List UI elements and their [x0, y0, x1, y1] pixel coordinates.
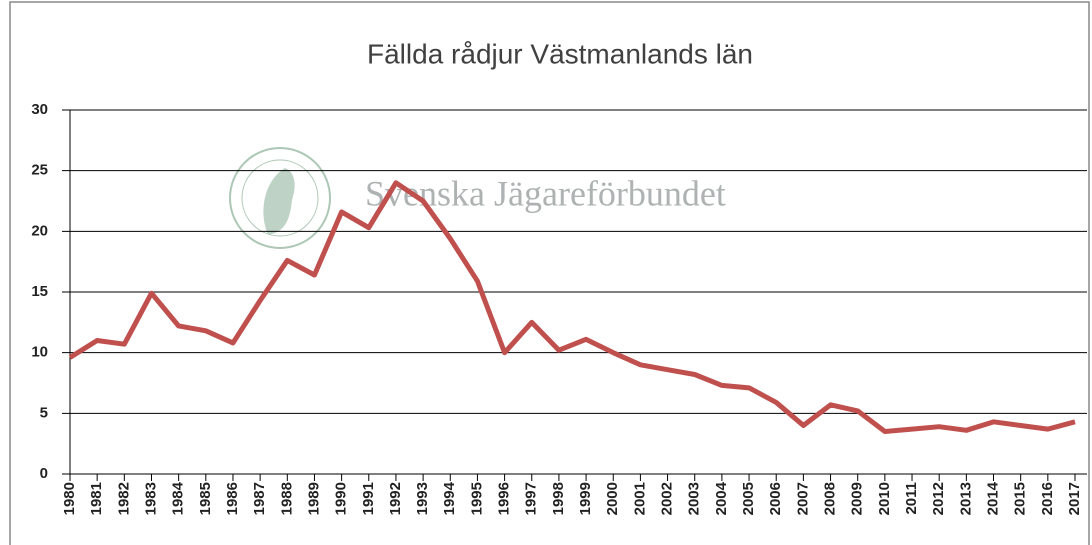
x-tick-label: 1983: [142, 482, 159, 515]
chart-frame: [9, 1, 1090, 545]
x-tick-label: 1997: [523, 482, 540, 515]
x-tick-label: 1987: [251, 482, 268, 515]
y-tick-label: 10: [31, 344, 48, 361]
x-tick-label: 2007: [794, 482, 811, 515]
y-tick-label: 20: [31, 222, 48, 239]
x-tick-label: 2006: [767, 482, 784, 515]
x-tick-label: 2011: [903, 482, 920, 515]
x-tick-label: 1991: [360, 482, 377, 515]
y-tick-label: 15: [31, 283, 48, 300]
x-tick-label: 1982: [115, 482, 132, 515]
x-tick-label: 1986: [224, 482, 241, 515]
x-tick-label: 2012: [930, 482, 947, 515]
x-tick-label: 2014: [984, 481, 1001, 515]
x-tick-label: 1990: [333, 482, 350, 515]
x-tick-label: 1994: [441, 481, 458, 515]
y-tick-label: 25: [31, 162, 48, 179]
x-tick-label: 1989: [305, 482, 322, 515]
x-tick-label: 2016: [1039, 482, 1056, 515]
x-tick-label: 1998: [550, 482, 567, 515]
x-tick-label: 2013: [957, 482, 974, 515]
x-tick-label: 2001: [631, 482, 648, 515]
x-tick-label: 1981: [88, 482, 105, 515]
x-tick-label: 1984: [170, 481, 187, 515]
x-tick-label: 1988: [278, 482, 295, 515]
watermark-seal: [229, 147, 331, 249]
x-tick-label: 2015: [1012, 482, 1029, 515]
watermark-text: Svenska Jägareförbundet: [365, 173, 726, 213]
x-tick-label: 2008: [822, 482, 839, 515]
x-tick-label: 1992: [387, 482, 404, 515]
x-tick-label: 2003: [686, 482, 703, 515]
x-tick-label: 2010: [876, 482, 893, 515]
x-tick-label: 1980: [61, 482, 78, 515]
y-tick-label: 5: [40, 404, 48, 421]
data-line: [68, 180, 1076, 435]
x-tick-label: 1996: [496, 482, 513, 515]
x-tick-label: 1993: [414, 482, 431, 515]
x-tick-label: 1999: [577, 482, 594, 515]
x-tick-label: 1985: [197, 482, 214, 515]
x-tick-label: 2002: [659, 482, 676, 515]
y-tick-label: 30: [31, 101, 48, 118]
x-tick-label: 2004: [713, 481, 730, 515]
x-tick-label: 1995: [468, 482, 485, 515]
x-tick-label: 2005: [740, 482, 757, 515]
x-tick-label: 2000: [604, 482, 621, 515]
chart-title: Fällda rådjur Västmanlands län: [367, 38, 753, 69]
x-tick-label: 2017: [1066, 482, 1083, 515]
x-tick-label: 2009: [849, 482, 866, 515]
y-tick-label: 0: [40, 465, 48, 482]
